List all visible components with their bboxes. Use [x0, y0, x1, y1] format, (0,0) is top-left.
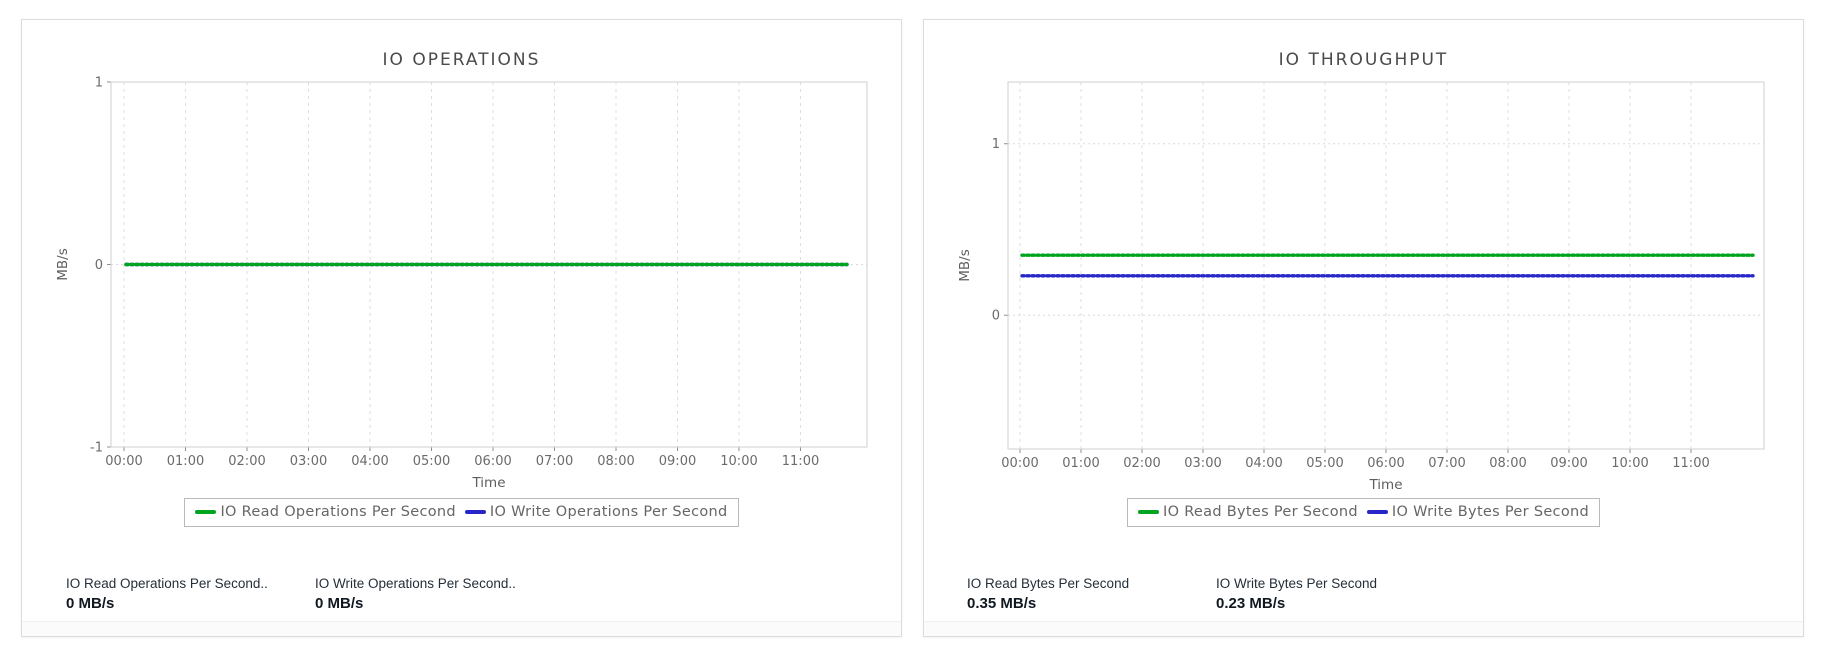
io-operations-line-chart[interactable]: 00:00 01:00 02:00 03:00 04:00 05:00 06:00 07:00… [22, 70, 901, 496]
stat-write-bytes: IO Write Bytes Per Second 0.23 MB/s [1216, 576, 1377, 614]
chart-title-io-operations: IO OPERATIONS [382, 50, 541, 70]
svg-text:01:00: 01:00 [167, 454, 204, 469]
svg-text:07:00: 07:00 [536, 454, 573, 469]
legend-box: IO Read Operations Per Second IO Write O… [184, 498, 739, 527]
legend-item-read-operations[interactable]: IO Read Operations Per Second [195, 504, 456, 520]
legend-io-throughput: IO Read Bytes Per Second IO Write Bytes … [924, 498, 1803, 527]
svg-text:06:00: 06:00 [474, 454, 511, 469]
chart-title-io-throughput: IO THROUGHPUT [1278, 50, 1449, 70]
stat-label: IO Read Operations Per Second.. [66, 576, 268, 591]
svg-text:0: 0 [992, 309, 1000, 324]
io-throughput-line-chart[interactable]: 00:00 01:00 02:00 03:00 04:00 05:00 06:00 07:00… [924, 70, 1803, 496]
svg-text:10:00: 10:00 [1611, 456, 1648, 471]
write-series-swatch-icon [1366, 510, 1388, 514]
stat-value: 0.23 MB/s [1216, 595, 1286, 612]
stat-write-operations: IO Write Operations Per Second.. 0 MB/s [315, 576, 516, 614]
stat-value: 0 MB/s [315, 595, 364, 612]
stat-label: IO Write Operations Per Second.. [315, 576, 516, 591]
svg-text:09:00: 09:00 [1550, 456, 1587, 471]
legend-label: IO Read Operations Per Second [220, 504, 456, 520]
stat-value: 0.35 MB/s [967, 595, 1037, 612]
legend-label: IO Write Operations Per Second [489, 504, 728, 520]
read-series-swatch-icon [195, 510, 217, 514]
legend-item-write-operations[interactable]: IO Write Operations Per Second [464, 504, 728, 520]
svg-text:10:00: 10:00 [720, 454, 757, 469]
svg-text:05:00: 05:00 [413, 454, 450, 469]
svg-text:00:00: 00:00 [105, 454, 142, 469]
svg-text:04:00: 04:00 [351, 454, 388, 469]
legend-io-operations: IO Read Operations Per Second IO Write O… [22, 498, 901, 527]
read-series-swatch-icon [1138, 510, 1159, 514]
panel-io-throughput: IO THROUGHPUT 00:00 01:00 02:00 03:00 04:00 0… [923, 19, 1804, 637]
svg-text:07:00: 07:00 [1428, 456, 1465, 471]
panel-io-operations: IO OPERATIONS 00:00 01:00 02:00 03:00 04:00 0… [21, 19, 902, 637]
svg-text:Time: Time [1368, 477, 1402, 493]
svg-text:MB/s: MB/s [55, 248, 71, 281]
svg-text:1: 1 [992, 137, 1000, 152]
card-bottom-strip [924, 621, 1803, 636]
svg-text:11:00: 11:00 [782, 454, 819, 469]
svg-text:01:00: 01:00 [1062, 456, 1099, 471]
svg-text:0: 0 [95, 258, 103, 273]
stat-value: 0 MB/s [66, 595, 115, 612]
svg-text:00:00: 00:00 [1001, 456, 1038, 471]
svg-text:08:00: 08:00 [1489, 456, 1526, 471]
svg-text:-1: -1 [90, 441, 103, 456]
svg-text:02:00: 02:00 [228, 454, 265, 469]
svg-text:08:00: 08:00 [597, 454, 634, 469]
stat-label: IO Read Bytes Per Second [967, 576, 1130, 591]
legend-label: IO Read Bytes Per Second [1163, 504, 1358, 520]
svg-text:03:00: 03:00 [290, 454, 327, 469]
svg-text:06:00: 06:00 [1367, 456, 1404, 471]
svg-text:Time: Time [471, 475, 505, 491]
stat-label: IO Write Bytes Per Second [1216, 576, 1378, 591]
svg-text:03:00: 03:00 [1184, 456, 1221, 471]
legend-item-read-bytes[interactable]: IO Read Bytes Per Second [1138, 504, 1358, 520]
stat-read-operations: IO Read Operations Per Second.. 0 MB/s [66, 576, 268, 614]
svg-text:09:00: 09:00 [659, 454, 696, 469]
stat-read-bytes: IO Read Bytes Per Second 0.35 MB/s [967, 576, 1129, 614]
svg-text:05:00: 05:00 [1306, 456, 1343, 471]
svg-text:1: 1 [95, 76, 103, 91]
legend-item-write-bytes[interactable]: IO Write Bytes Per Second [1366, 504, 1589, 520]
write-series-swatch-icon [464, 510, 486, 514]
card-bottom-strip [22, 621, 901, 636]
legend-label: IO Write Bytes Per Second [1391, 504, 1589, 520]
svg-text:02:00: 02:00 [1123, 456, 1160, 471]
svg-text:11:00: 11:00 [1672, 456, 1709, 471]
svg-text:MB/s: MB/s [957, 249, 973, 282]
legend-box: IO Read Bytes Per Second IO Write Bytes … [1127, 498, 1600, 527]
svg-text:04:00: 04:00 [1245, 456, 1282, 471]
